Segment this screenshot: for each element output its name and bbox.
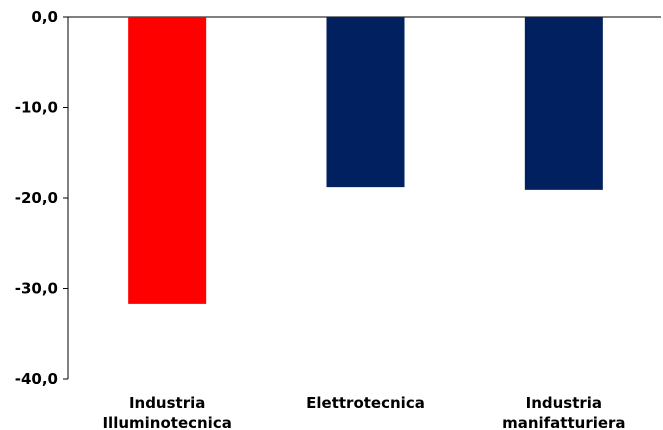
- category-label: Illuminotecnica: [102, 414, 231, 430]
- y-tick-label: -30,0: [15, 280, 58, 298]
- y-tick-label: -40,0: [15, 370, 58, 388]
- bar: [326, 17, 405, 188]
- category-label: Elettrotecnica: [306, 394, 425, 412]
- category-label: Industria: [129, 394, 205, 412]
- y-tick-label: 0,0: [31, 8, 58, 26]
- bars: [128, 17, 603, 304]
- bar: [128, 17, 207, 304]
- category-label: manifatturiera: [502, 414, 625, 430]
- y-tick-label: -20,0: [15, 189, 58, 207]
- bar: [524, 17, 603, 190]
- x-axis-labels: Industria Illuminotecnica Elettrotecnica In…: [102, 394, 625, 430]
- category-label: Industria: [526, 394, 602, 412]
- y-tick-label: -10,0: [15, 99, 58, 117]
